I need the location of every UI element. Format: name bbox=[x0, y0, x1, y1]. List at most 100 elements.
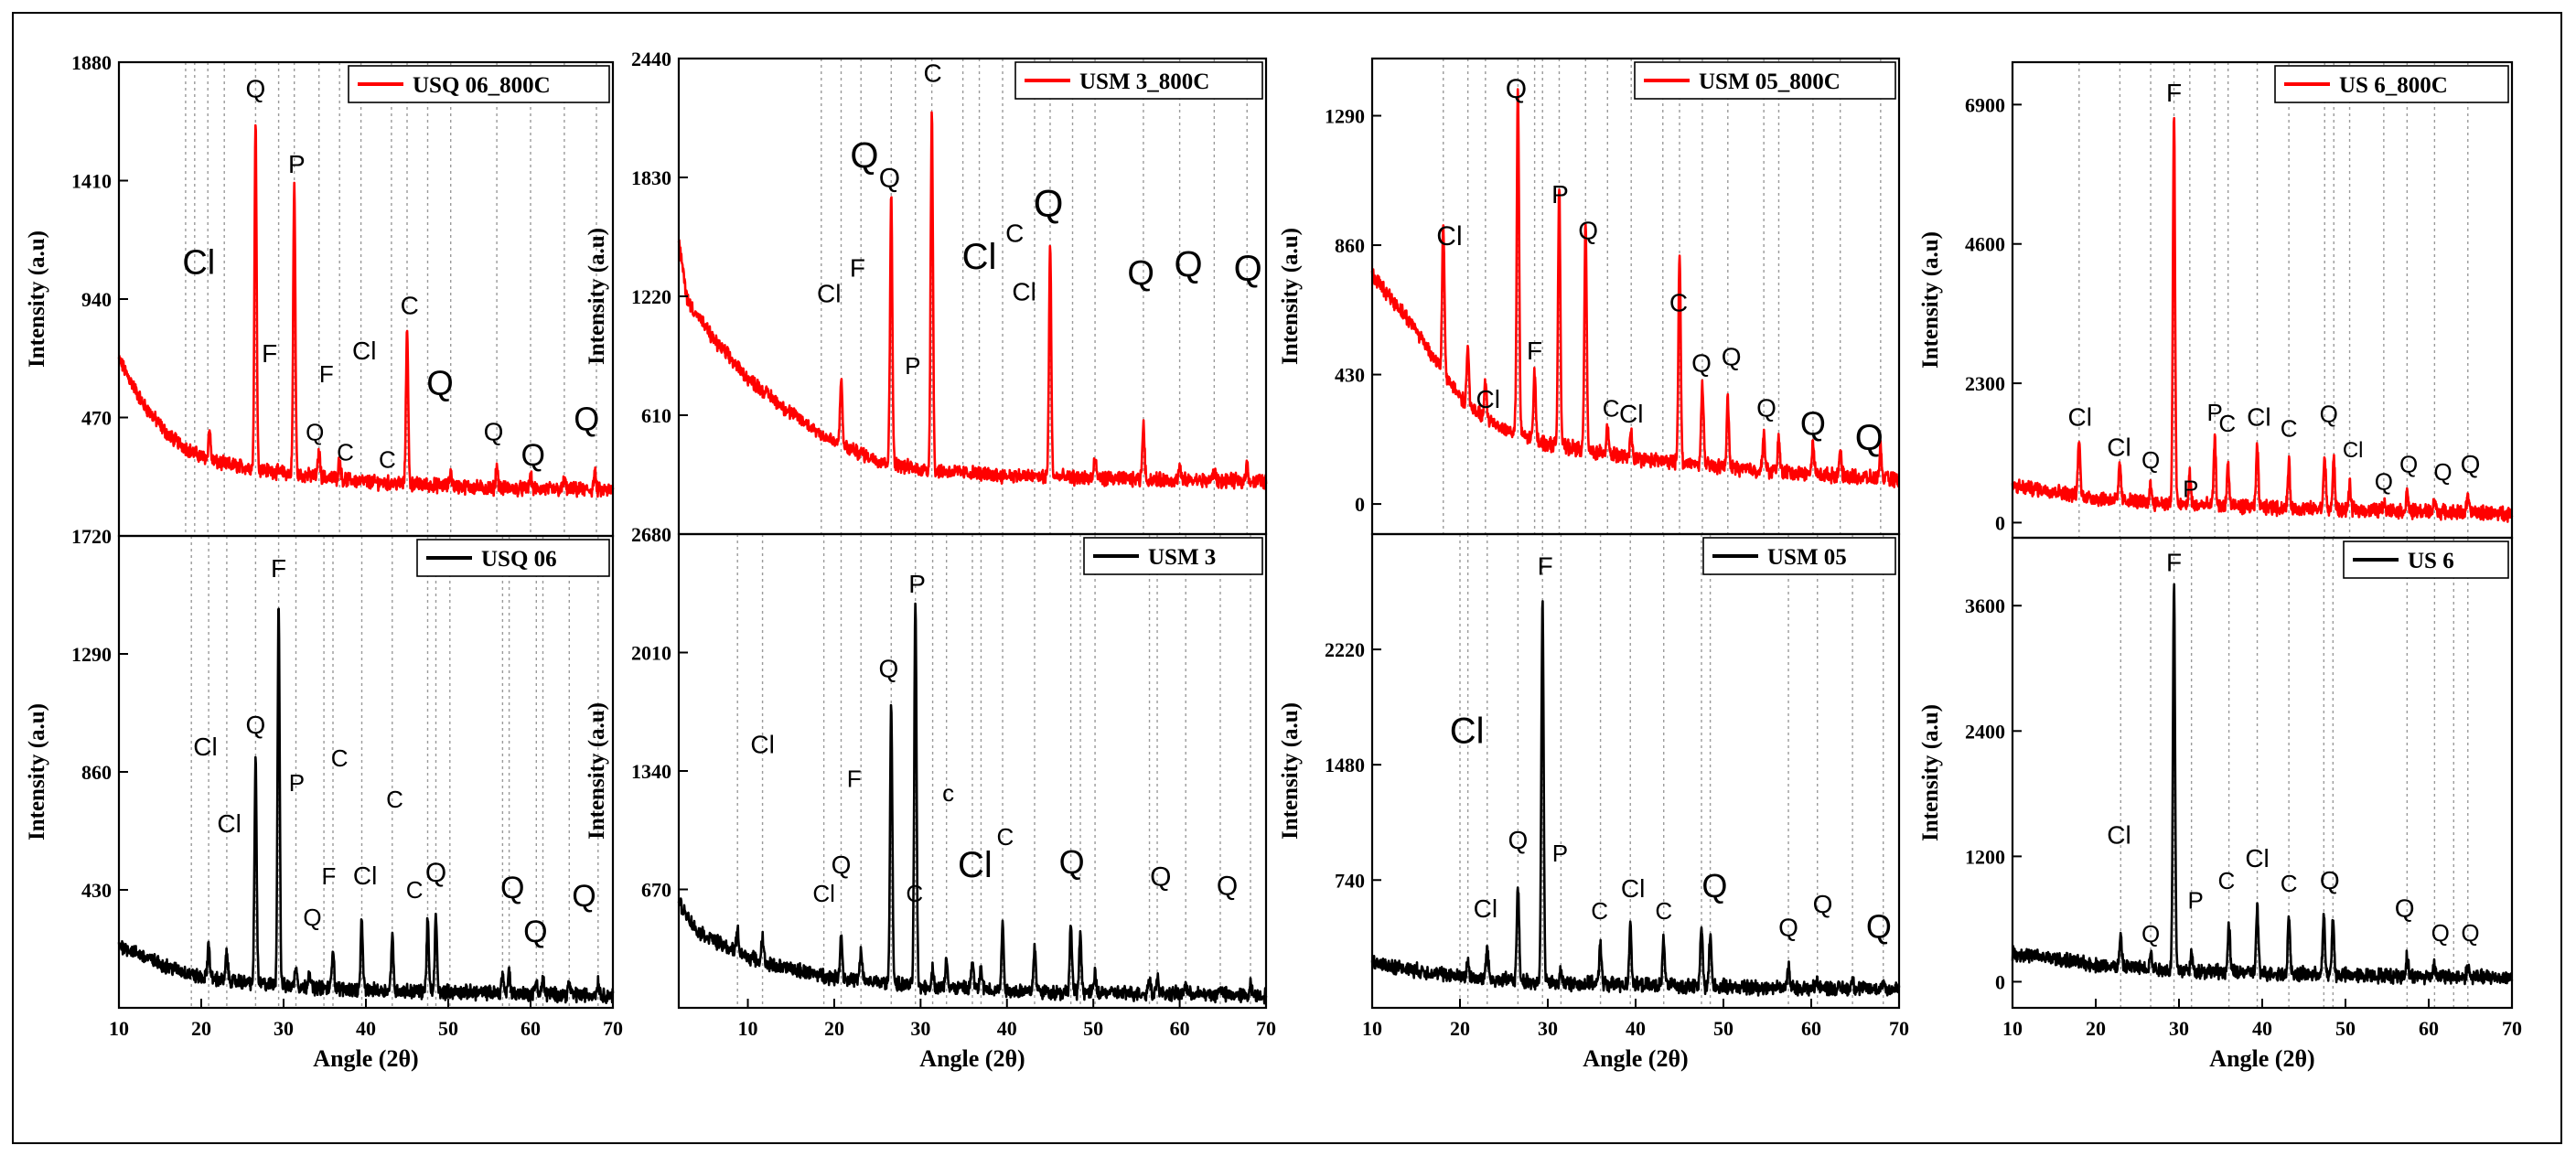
y-tick-label: 2300 bbox=[1965, 372, 2005, 395]
phase-label: P bbox=[2183, 476, 2198, 503]
phase-label: F bbox=[271, 554, 286, 583]
phase-label: P bbox=[288, 150, 306, 178]
x-tick-label: 70 bbox=[603, 1017, 623, 1040]
phase-label: Cl bbox=[1012, 277, 1036, 305]
x-axis-label: Angle (2θ) bbox=[1583, 1045, 1688, 1072]
phase-label: Q bbox=[2320, 866, 2340, 894]
y-tick-label: 2010 bbox=[631, 642, 671, 665]
series-line bbox=[677, 602, 1268, 1005]
y-tick-label: 1480 bbox=[1325, 754, 1365, 776]
phase-label: Q bbox=[574, 400, 599, 437]
x-tick-label: 10 bbox=[738, 1017, 758, 1040]
chart-panel-3: 670 1340 2010 2680 10 20 30 40 50 60 70 Intensity (… bbox=[585, 523, 1276, 1040]
y-axis-label: Intensity (a.u) bbox=[25, 230, 49, 368]
phase-label: Cl bbox=[2107, 821, 2131, 850]
phase-label: C bbox=[1655, 897, 1672, 925]
y-tick-label: 2680 bbox=[631, 523, 671, 546]
phase-label: Q bbox=[246, 711, 266, 739]
phase-label: Q bbox=[1059, 843, 1085, 881]
chart-panel-6: 0 2300 4600 6900 Intensity (a.u) US 6_800C F Cl… bbox=[1918, 60, 2514, 540]
phase-label: C bbox=[379, 446, 396, 474]
phase-label: Q bbox=[1813, 890, 1833, 918]
phase-label: Q bbox=[523, 915, 547, 949]
phase-label: Q bbox=[2461, 450, 2481, 478]
phase-label: F bbox=[2166, 79, 2182, 107]
x-tick-label: 30 bbox=[1538, 1017, 1558, 1040]
phase-label: C bbox=[1005, 219, 1024, 247]
y-tick-label: 1410 bbox=[71, 170, 112, 193]
phase-label: P bbox=[905, 352, 920, 380]
x-tick-label: 40 bbox=[2252, 1017, 2272, 1040]
phase-label: C bbox=[996, 823, 1014, 851]
chart-panel-7: 0 1200 2400 3600 10 20 30 40 50 60 70 Intensity (a.… bbox=[1918, 536, 2522, 1040]
phase-label: Q bbox=[1234, 249, 1262, 289]
x-axis-label: Angle (2θ) bbox=[313, 1045, 418, 1072]
x-tick-label: 40 bbox=[356, 1017, 376, 1040]
y-tick-label: 1880 bbox=[71, 51, 112, 74]
y-tick-label: 430 bbox=[81, 879, 112, 902]
phase-label: Q bbox=[426, 365, 454, 403]
x-tick-label: 50 bbox=[438, 1017, 458, 1040]
phase-label: Q bbox=[832, 851, 852, 879]
y-tick-label: 1200 bbox=[1965, 845, 2005, 868]
y-tick-label: 0 bbox=[1355, 493, 1365, 516]
phase-label: F bbox=[847, 765, 862, 792]
phase-label: Cl bbox=[750, 731, 774, 759]
series-line bbox=[117, 607, 615, 1004]
y-tick-label: 2220 bbox=[1325, 638, 1365, 661]
phase-label: Q bbox=[1508, 826, 1528, 854]
y-tick-label: 2400 bbox=[1965, 720, 2005, 743]
phase-label: Q bbox=[879, 655, 899, 683]
series-line bbox=[677, 111, 1268, 490]
phase-label: Q bbox=[572, 879, 596, 914]
y-tick-label: 0 bbox=[1995, 511, 2005, 534]
phase-label: Q bbox=[1866, 907, 1892, 945]
phase-label: C bbox=[1603, 395, 1620, 423]
phase-label: C bbox=[1591, 897, 1608, 925]
y-tick-label: 1290 bbox=[1325, 105, 1365, 128]
phase-label: Q bbox=[2461, 919, 2479, 947]
phase-label: C bbox=[2281, 870, 2298, 897]
phase-label: F bbox=[1527, 337, 1542, 365]
phase-label: Q bbox=[879, 164, 900, 194]
phase-label: C bbox=[906, 880, 923, 907]
phase-label: Cl bbox=[2247, 402, 2270, 431]
phase-label: Q bbox=[2395, 894, 2415, 923]
y-tick-label: 2440 bbox=[631, 48, 671, 70]
phase-label: C bbox=[386, 786, 403, 813]
phase-label: P bbox=[289, 769, 305, 797]
phase-label: Cl bbox=[353, 862, 377, 890]
x-tick-label: 30 bbox=[910, 1017, 930, 1040]
y-tick-label: 940 bbox=[81, 288, 112, 311]
phase-label: C bbox=[2217, 867, 2235, 894]
legend-box bbox=[1702, 537, 1896, 575]
y-tick-label: 860 bbox=[81, 761, 112, 784]
phase-label: Cl bbox=[962, 237, 997, 277]
phase-label: Q bbox=[2399, 450, 2418, 477]
y-tick-label: 610 bbox=[641, 404, 671, 427]
x-tick-label: 10 bbox=[2002, 1017, 2023, 1040]
y-tick-label: 1340 bbox=[631, 760, 671, 783]
x-tick-label: 70 bbox=[1889, 1017, 1909, 1040]
phase-label: Q bbox=[1800, 404, 1826, 442]
x-tick-label: 70 bbox=[1256, 1017, 1276, 1040]
x-tick-label: 60 bbox=[2419, 1017, 2439, 1040]
x-tick-label: 70 bbox=[2502, 1017, 2522, 1040]
y-axis-label: Intensity (a.u) bbox=[585, 228, 609, 365]
phase-label: Cl bbox=[2245, 844, 2269, 872]
phase-label: Q bbox=[1756, 394, 1776, 423]
x-tick-label: 20 bbox=[2086, 1017, 2106, 1040]
phase-label: Q bbox=[1127, 254, 1154, 293]
phase-label: Cl bbox=[182, 243, 215, 282]
phase-label: Q bbox=[2141, 446, 2160, 474]
phase-label: Cl bbox=[217, 809, 241, 838]
phase-label: Cl bbox=[1621, 874, 1645, 903]
y-axis-label: Intensity (a.u) bbox=[1278, 228, 1303, 365]
y-tick-label: 1290 bbox=[71, 643, 112, 666]
series-line bbox=[1370, 600, 1901, 997]
chart-panel-0: 470 940 1410 1880 Intensity (a.u) USQ 06_800C… bbox=[25, 51, 615, 538]
chart-panel-1: 430 860 1290 1720 10 20 30 40 50 60 70 Intensity (a… bbox=[25, 525, 623, 1040]
phase-label: Cl bbox=[812, 880, 835, 907]
x-tick-label: 60 bbox=[1170, 1017, 1190, 1040]
